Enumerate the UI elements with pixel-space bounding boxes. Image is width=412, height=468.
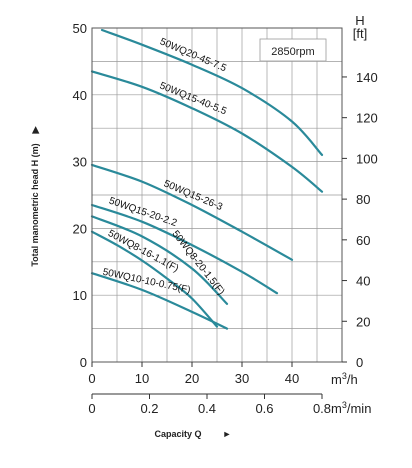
right-tick-label: 20 bbox=[356, 314, 370, 329]
series-line bbox=[100, 28, 324, 156]
right-tick-label: 140 bbox=[356, 70, 378, 85]
x-tick-label: 0 bbox=[88, 371, 95, 386]
x-unit-secondary-sup: 3 bbox=[342, 400, 347, 410]
series-label: 50WQ15-40-5.5 bbox=[158, 80, 228, 117]
x2-tick-label: 0.6 bbox=[255, 401, 273, 416]
x2-tick-label: 0 bbox=[88, 401, 95, 416]
chart-ticks: 0 10 20 30 40 50 0 10 20 30 40 0 0.2 0.4 0.6 0.8 0 20 40 60… bbox=[73, 21, 378, 416]
x-unit-secondary-rest: /min bbox=[347, 401, 372, 416]
y-axis-label: Total manometric head H (m) bbox=[30, 143, 40, 266]
chart-curve-labels: 50WQ20-45-7.550WQ15-40-5.550WQ15-26-350W… bbox=[102, 36, 229, 297]
y-tick-label: 30 bbox=[73, 155, 87, 170]
right-axis-unit: [ft] bbox=[353, 26, 367, 41]
x-axis-arrow-icon: ► bbox=[223, 429, 232, 439]
series-line bbox=[90, 215, 229, 305]
right-tick-label: 120 bbox=[356, 111, 378, 126]
right-tick-label: 0 bbox=[356, 355, 363, 370]
series-line bbox=[90, 70, 324, 193]
x-tick-label: 20 bbox=[185, 371, 199, 386]
x-unit-primary-sup: 3 bbox=[342, 371, 347, 381]
x-tick-label: 40 bbox=[285, 371, 299, 386]
y-tick-label: 0 bbox=[80, 355, 87, 370]
series-line bbox=[90, 163, 294, 261]
right-axis-symbol: H bbox=[355, 13, 364, 28]
x-tick-label: 30 bbox=[235, 371, 249, 386]
series-line bbox=[90, 272, 229, 330]
y-tick-label: 10 bbox=[73, 288, 87, 303]
series-line bbox=[90, 203, 279, 295]
x-tick-label: 10 bbox=[135, 371, 149, 386]
chart-grid bbox=[92, 28, 342, 362]
right-tick-label: 100 bbox=[356, 151, 378, 166]
rpm-box bbox=[259, 38, 327, 62]
x-axis-label: Capacity Q bbox=[154, 429, 201, 439]
plot-frame bbox=[91, 27, 343, 363]
x2-tick-label: 0.2 bbox=[140, 401, 158, 416]
series-line bbox=[90, 230, 219, 328]
x-unit-secondary: m3/min bbox=[331, 400, 371, 416]
right-tick-label: 60 bbox=[356, 233, 370, 248]
y-axis-arrow-icon: ▶ bbox=[30, 125, 40, 134]
right-tick-label: 80 bbox=[356, 192, 370, 207]
x2-tick-label: 0.4 bbox=[198, 401, 216, 416]
x-unit-primary: m3/h bbox=[331, 371, 358, 387]
x2-tick-label: 0.8 bbox=[313, 401, 331, 416]
y-tick-label: 50 bbox=[73, 21, 87, 36]
x-unit-primary-rest: /h bbox=[347, 372, 358, 387]
y-tick-label: 40 bbox=[73, 88, 87, 103]
chart-curves bbox=[90, 28, 324, 330]
right-tick-label: 40 bbox=[356, 274, 370, 289]
rpm-annotation: 2850rpm bbox=[271, 46, 314, 58]
y-tick-label: 20 bbox=[73, 221, 87, 236]
